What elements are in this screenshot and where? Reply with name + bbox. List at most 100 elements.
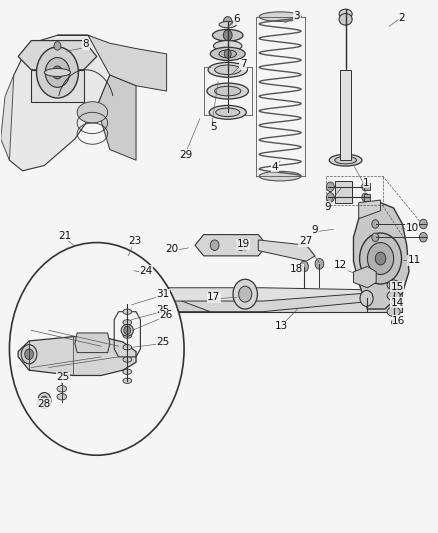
Circle shape bbox=[233, 279, 258, 309]
Text: 4: 4 bbox=[272, 161, 278, 172]
Ellipse shape bbox=[207, 83, 248, 99]
Ellipse shape bbox=[387, 307, 400, 317]
Circle shape bbox=[239, 286, 252, 302]
Circle shape bbox=[420, 232, 427, 242]
Text: 24: 24 bbox=[139, 266, 152, 276]
Text: 16: 16 bbox=[392, 316, 406, 326]
Polygon shape bbox=[195, 235, 267, 256]
Text: 11: 11 bbox=[408, 255, 421, 265]
Text: 26: 26 bbox=[159, 310, 173, 320]
Text: 12: 12 bbox=[334, 261, 347, 270]
Circle shape bbox=[420, 219, 427, 229]
Polygon shape bbox=[125, 290, 403, 312]
Polygon shape bbox=[125, 301, 403, 312]
Ellipse shape bbox=[216, 108, 240, 117]
Ellipse shape bbox=[387, 291, 400, 301]
Circle shape bbox=[372, 220, 379, 228]
Ellipse shape bbox=[123, 357, 132, 362]
Text: 21: 21 bbox=[59, 231, 72, 241]
Circle shape bbox=[54, 42, 61, 50]
Circle shape bbox=[36, 47, 78, 98]
Ellipse shape bbox=[123, 378, 132, 383]
Circle shape bbox=[52, 66, 63, 79]
Ellipse shape bbox=[329, 155, 362, 166]
Circle shape bbox=[38, 392, 51, 408]
Ellipse shape bbox=[339, 13, 352, 25]
Ellipse shape bbox=[57, 385, 67, 392]
Circle shape bbox=[124, 326, 131, 335]
Circle shape bbox=[326, 192, 334, 202]
Circle shape bbox=[389, 280, 398, 290]
Circle shape bbox=[315, 259, 324, 269]
Circle shape bbox=[41, 396, 48, 405]
Text: 15: 15 bbox=[391, 282, 404, 292]
Polygon shape bbox=[353, 203, 409, 309]
Text: 25: 25 bbox=[156, 305, 170, 315]
Text: 19: 19 bbox=[237, 239, 250, 249]
Ellipse shape bbox=[212, 29, 243, 41]
Circle shape bbox=[223, 30, 232, 41]
Ellipse shape bbox=[210, 47, 245, 61]
Ellipse shape bbox=[44, 68, 71, 76]
Circle shape bbox=[223, 17, 232, 27]
Text: 20: 20 bbox=[165, 245, 178, 254]
Circle shape bbox=[372, 233, 379, 241]
Text: 18: 18 bbox=[290, 264, 304, 274]
Circle shape bbox=[21, 345, 37, 364]
Circle shape bbox=[326, 182, 334, 191]
Circle shape bbox=[25, 349, 33, 360]
Ellipse shape bbox=[219, 21, 237, 28]
Text: 8: 8 bbox=[82, 39, 89, 49]
Text: 25: 25 bbox=[56, 372, 69, 382]
Polygon shape bbox=[18, 337, 136, 375]
Ellipse shape bbox=[209, 106, 246, 119]
Text: 10: 10 bbox=[406, 223, 419, 233]
Polygon shape bbox=[1, 75, 14, 160]
Polygon shape bbox=[364, 193, 370, 201]
Polygon shape bbox=[359, 200, 381, 219]
Ellipse shape bbox=[335, 157, 357, 164]
Ellipse shape bbox=[387, 280, 400, 290]
Circle shape bbox=[210, 240, 219, 251]
Text: 13: 13 bbox=[274, 321, 288, 331]
Ellipse shape bbox=[123, 309, 132, 314]
Polygon shape bbox=[125, 288, 403, 301]
Ellipse shape bbox=[123, 345, 132, 350]
Polygon shape bbox=[57, 35, 166, 91]
Text: 31: 31 bbox=[156, 289, 170, 299]
Ellipse shape bbox=[339, 9, 352, 19]
Text: 3: 3 bbox=[293, 11, 300, 21]
Circle shape bbox=[224, 50, 231, 58]
Ellipse shape bbox=[57, 393, 67, 400]
Text: 2: 2 bbox=[398, 13, 405, 23]
Ellipse shape bbox=[123, 333, 132, 338]
Ellipse shape bbox=[215, 86, 241, 96]
Polygon shape bbox=[335, 181, 352, 203]
Circle shape bbox=[375, 252, 386, 265]
Circle shape bbox=[367, 243, 394, 274]
Polygon shape bbox=[18, 41, 97, 70]
Circle shape bbox=[392, 320, 396, 325]
Text: 17: 17 bbox=[207, 292, 220, 302]
Text: 6: 6 bbox=[233, 14, 240, 25]
Polygon shape bbox=[340, 70, 351, 160]
Ellipse shape bbox=[208, 62, 247, 77]
Ellipse shape bbox=[123, 320, 132, 325]
Circle shape bbox=[362, 182, 369, 191]
Circle shape bbox=[45, 58, 70, 87]
Circle shape bbox=[10, 243, 184, 455]
Ellipse shape bbox=[123, 369, 132, 374]
Text: 27: 27 bbox=[299, 236, 312, 246]
Text: 5: 5 bbox=[210, 122, 217, 132]
Text: 29: 29 bbox=[180, 150, 193, 160]
Polygon shape bbox=[125, 282, 210, 312]
Circle shape bbox=[360, 233, 402, 284]
Ellipse shape bbox=[259, 171, 301, 181]
Polygon shape bbox=[353, 266, 376, 288]
Circle shape bbox=[237, 240, 245, 251]
Circle shape bbox=[300, 261, 308, 272]
Ellipse shape bbox=[215, 65, 241, 75]
Text: 25: 25 bbox=[156, 337, 170, 347]
Circle shape bbox=[360, 290, 373, 306]
Polygon shape bbox=[5, 35, 110, 171]
